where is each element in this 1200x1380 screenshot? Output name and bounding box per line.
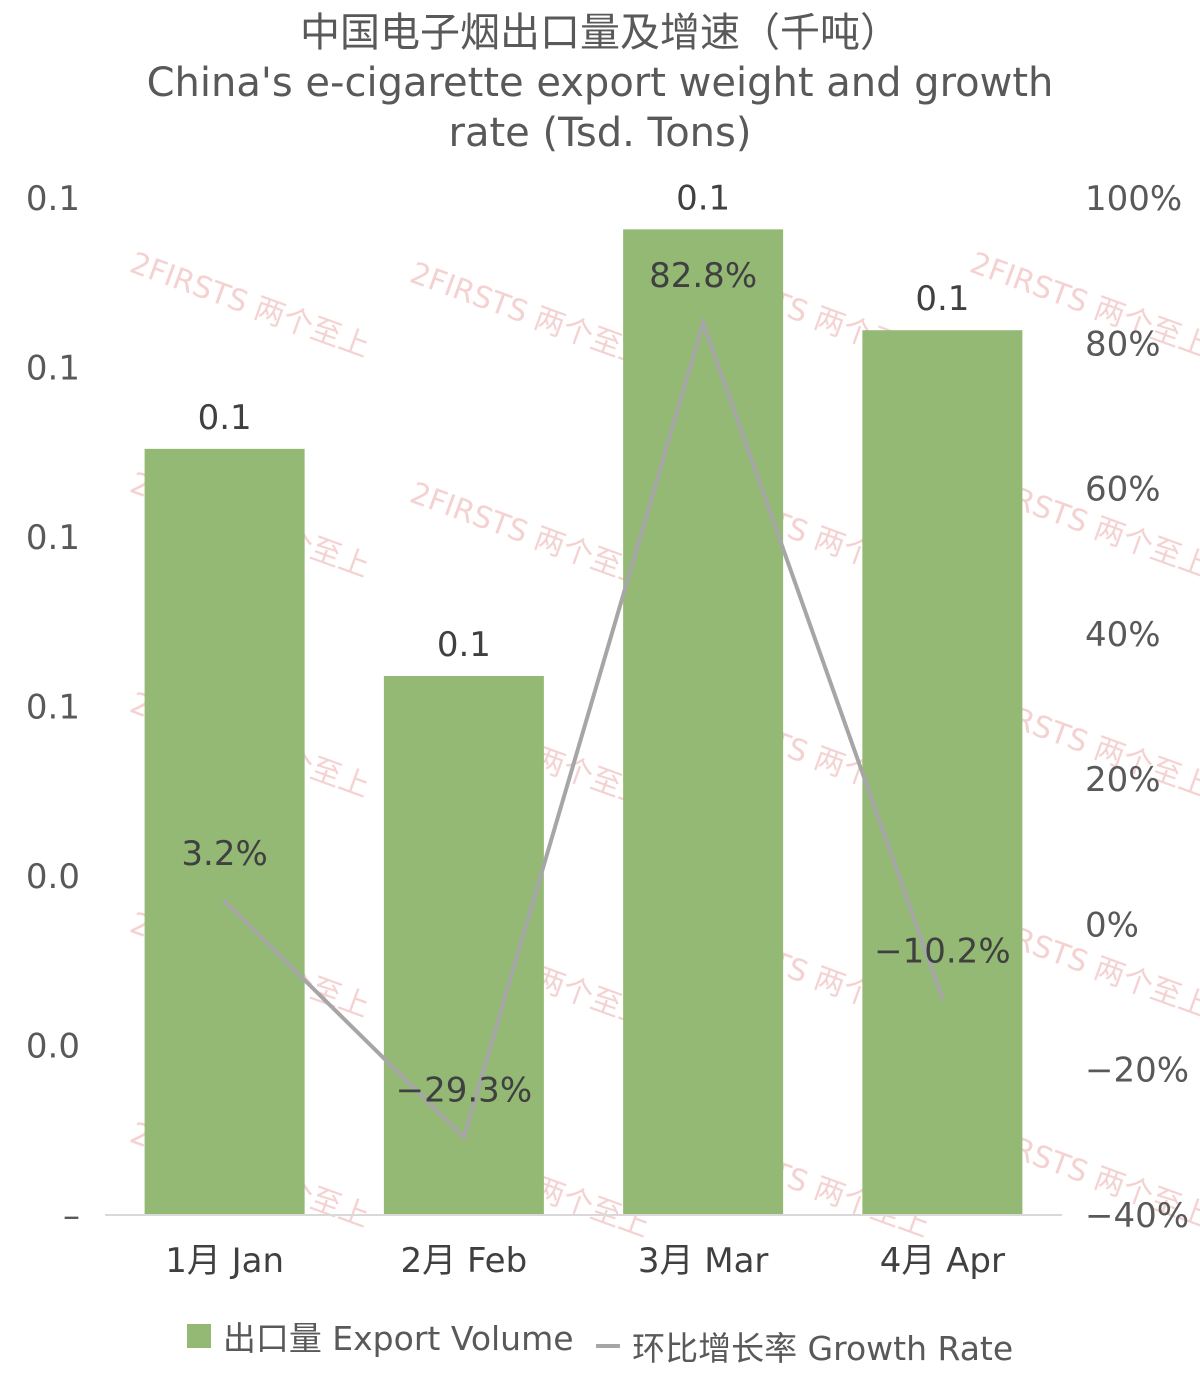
y-right-tick-label: 60% <box>1085 470 1161 510</box>
x-tick-label: 3月 Mar <box>638 1241 769 1281</box>
legend-label-export-volume: 出口量 Export Volume <box>222 1319 574 1358</box>
growth-rate-point <box>461 1135 466 1140</box>
y-left-tick-label: 0.1 <box>26 518 80 558</box>
x-tick-label: 2月 Feb <box>401 1241 528 1281</box>
growth-rate-data-label: −29.3% <box>396 1070 533 1110</box>
legend-label-growth-rate: 环比增长率 Growth Rate <box>632 1329 1014 1368</box>
bar-data-label: 0.1 <box>437 625 491 665</box>
y-left-tick-label: 0.1 <box>26 688 80 728</box>
growth-rate-point <box>701 320 706 325</box>
bar-data-label: 0.1 <box>676 178 730 218</box>
legend-item-growth-rate: 环比增长率 Growth Rate <box>596 1322 1013 1370</box>
bar <box>383 675 544 1215</box>
bar <box>862 330 1023 1216</box>
y-right-tick-label: 40% <box>1085 615 1161 655</box>
growth-rate-data-label: −10.2% <box>874 932 1011 972</box>
chart-title-zh: 中国电子烟出口量及增速（千吨） <box>300 10 900 56</box>
y-right-tick-label: 80% <box>1085 324 1161 364</box>
growth-rate-data-label: 3.2% <box>181 834 267 874</box>
y-right-tick-label: 100% <box>1085 179 1182 219</box>
growth-rate-point <box>222 899 227 904</box>
growth-rate-line <box>223 316 945 1142</box>
legend-item-export-volume: 出口量 Export Volume <box>186 1312 574 1360</box>
chart-title-en: China's e-cigarette export weight and gr… <box>146 60 1054 156</box>
y-left-tick-label: – <box>63 1196 80 1236</box>
x-tick-label: 4月 Apr <box>880 1241 1005 1281</box>
y-left-tick-label: 0.1 <box>26 179 80 219</box>
y-right-tick-label: 0% <box>1085 905 1139 945</box>
legend: 出口量 Export Volume 环比增长率 Growth Rate <box>0 1312 1200 1370</box>
y-right-tick-label: 20% <box>1085 760 1161 800</box>
y-left-tick-label: 0.0 <box>26 1027 80 1067</box>
growth-rate-point <box>940 996 945 1001</box>
y-left-tick-label: 0.1 <box>26 349 80 389</box>
y-left-tick-label: 0.0 <box>26 857 80 897</box>
bar-data-label: 0.1 <box>915 279 969 319</box>
bar <box>623 229 784 1216</box>
bar <box>144 448 305 1215</box>
y-right-tick-label: −40% <box>1085 1196 1189 1236</box>
bar-data-label: 0.1 <box>198 398 252 438</box>
chart-title: 中国电子烟出口量及增速（千吨） China's e-cigarette expo… <box>0 8 1200 158</box>
y-right-tick-label: −20% <box>1085 1051 1189 1091</box>
growth-rate-data-label: 82.8% <box>649 256 757 296</box>
x-tick-label: 1月 Jan <box>165 1241 284 1281</box>
legend-swatch-bar <box>186 1324 211 1348</box>
legend-swatch-line <box>596 1344 621 1348</box>
